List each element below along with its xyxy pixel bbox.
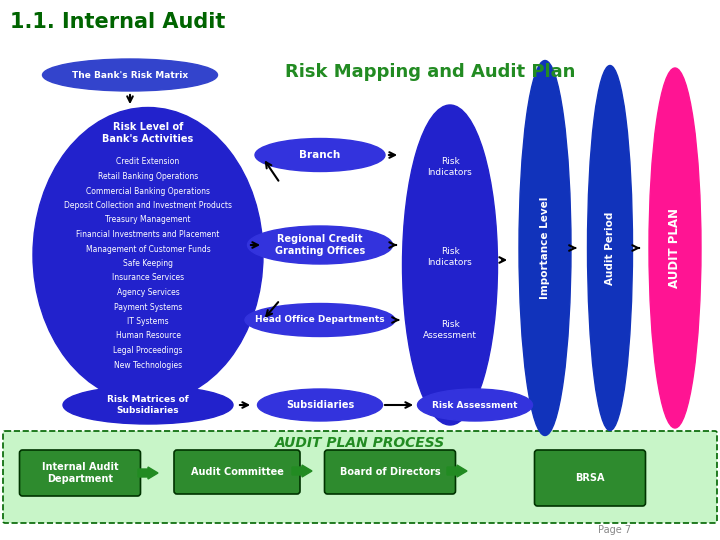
Text: Importance Level: Importance Level [540, 197, 550, 299]
Text: Risk
Assessment: Risk Assessment [423, 320, 477, 340]
Text: AUDIT PLAN PROCESS: AUDIT PLAN PROCESS [275, 436, 445, 450]
Ellipse shape [258, 389, 382, 421]
Text: Deposit Collection and Investment Products: Deposit Collection and Investment Produc… [64, 201, 232, 210]
Ellipse shape [33, 107, 263, 402]
Text: AUDIT PLAN: AUDIT PLAN [668, 208, 682, 288]
Ellipse shape [418, 389, 533, 421]
Text: Audit Committee: Audit Committee [191, 467, 284, 477]
Text: Retail Banking Operations: Retail Banking Operations [98, 172, 198, 181]
Text: Payment Systems: Payment Systems [114, 302, 182, 312]
Ellipse shape [402, 105, 498, 425]
Text: Subsidiaries: Subsidiaries [286, 400, 354, 410]
Text: Management of Customer Funds: Management of Customer Funds [86, 245, 210, 253]
Ellipse shape [248, 226, 392, 264]
Text: Regional Credit
Granting Offices: Regional Credit Granting Offices [275, 234, 365, 256]
Text: IT Systems: IT Systems [127, 317, 168, 326]
Text: New Technologies: New Technologies [114, 361, 182, 369]
Text: Audit Period: Audit Period [605, 211, 615, 285]
Text: Treasury Management: Treasury Management [105, 215, 191, 225]
Text: Credit Extension: Credit Extension [117, 158, 179, 166]
Text: Risk Mapping and Audit Plan: Risk Mapping and Audit Plan [285, 63, 575, 81]
Text: Internal Audit
Department: Internal Audit Department [42, 462, 118, 484]
Text: The Bank's Risk Matrix: The Bank's Risk Matrix [72, 71, 188, 79]
Text: Risk Assessment: Risk Assessment [432, 401, 518, 409]
Text: Safe Keeping: Safe Keeping [123, 259, 173, 268]
FancyBboxPatch shape [325, 450, 456, 494]
Text: Risk Level of
Bank's Activities: Risk Level of Bank's Activities [102, 122, 194, 144]
Ellipse shape [255, 138, 385, 172]
Text: Financial Investments and Placement: Financial Investments and Placement [76, 230, 220, 239]
FancyBboxPatch shape [174, 450, 300, 494]
FancyArrow shape [138, 467, 158, 479]
Text: Board of Directors: Board of Directors [340, 467, 441, 477]
Text: 1.1. Internal Audit: 1.1. Internal Audit [10, 12, 225, 32]
Text: Insurance Services: Insurance Services [112, 273, 184, 282]
FancyArrow shape [447, 465, 467, 477]
Ellipse shape [42, 59, 217, 91]
Ellipse shape [245, 303, 395, 336]
Text: Risk
Indicators: Risk Indicators [428, 157, 472, 177]
Text: Head Office Departments: Head Office Departments [255, 315, 384, 325]
Ellipse shape [588, 65, 632, 430]
Text: Agency Services: Agency Services [117, 288, 179, 297]
Text: Legal Proceedings: Legal Proceedings [113, 346, 183, 355]
Text: Commercial Banking Operations: Commercial Banking Operations [86, 186, 210, 195]
Text: Page 7: Page 7 [598, 525, 631, 535]
Text: Risk Matrices of
Subsidiaries: Risk Matrices of Subsidiaries [107, 395, 189, 415]
Text: Risk
Indicators: Risk Indicators [428, 247, 472, 267]
Ellipse shape [519, 60, 571, 435]
Ellipse shape [649, 68, 701, 428]
Ellipse shape [63, 386, 233, 424]
FancyBboxPatch shape [534, 450, 646, 506]
Text: Branch: Branch [300, 150, 341, 160]
FancyBboxPatch shape [19, 450, 140, 496]
FancyBboxPatch shape [3, 431, 717, 523]
Text: Human Resource: Human Resource [115, 332, 181, 341]
FancyArrow shape [292, 465, 312, 477]
Text: BRSA: BRSA [575, 473, 605, 483]
